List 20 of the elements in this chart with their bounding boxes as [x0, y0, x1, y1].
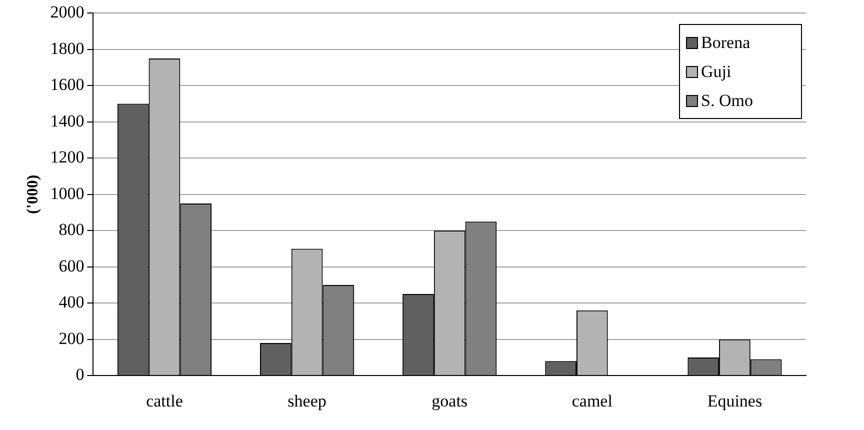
- y-tick-label: 1200: [50, 148, 84, 167]
- y-tick-label: 1000: [50, 184, 84, 203]
- x-tick-label: camel: [572, 391, 613, 410]
- legend-label: Guji: [701, 61, 732, 83]
- x-tick-label: sheep: [288, 391, 326, 410]
- legend-label: Borena: [701, 32, 750, 54]
- x-tick-label: Equines: [707, 391, 762, 410]
- x-tick-label: goats: [432, 391, 468, 410]
- y-tick-label: 400: [58, 292, 84, 312]
- y-tick-label: 600: [58, 256, 84, 276]
- legend-label: S. Omo: [701, 90, 753, 112]
- y-tick-label: 800: [58, 220, 84, 240]
- y-tick-label: 1400: [50, 111, 84, 130]
- y-tick-label: 2000: [50, 2, 84, 22]
- y-tick-label: 1800: [50, 38, 84, 58]
- y-tick-label: 0: [76, 365, 84, 384]
- y-tick-label: 1600: [50, 75, 84, 94]
- y-axis-title: ('000): [24, 174, 42, 214]
- x-tick-label: cattle: [146, 391, 183, 410]
- y-tick-label: 200: [58, 328, 84, 348]
